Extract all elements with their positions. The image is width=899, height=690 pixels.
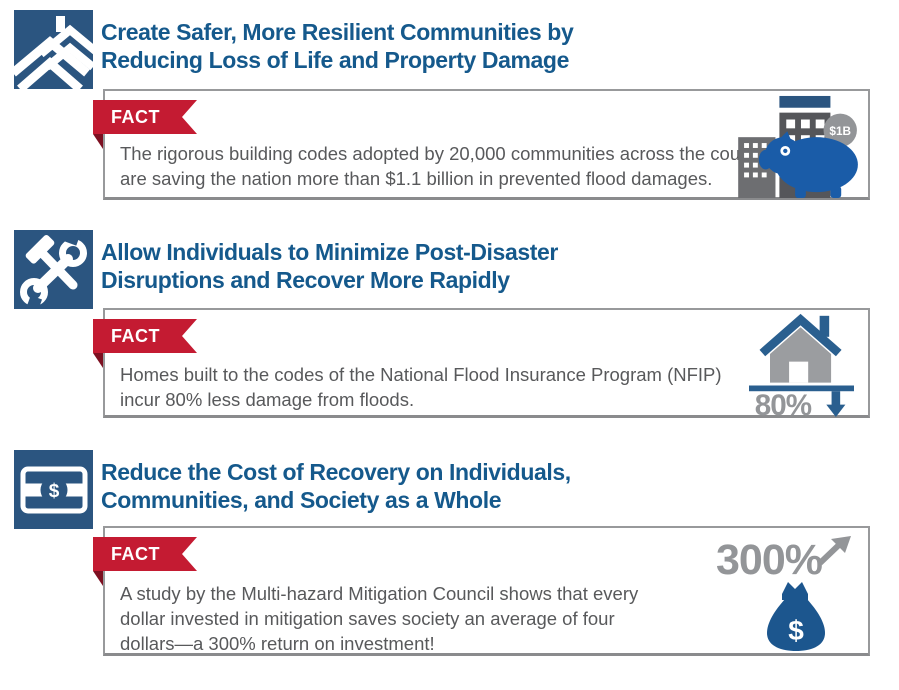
fact-text: The rigorous building codes adopted by 2… [120, 141, 771, 191]
fact-ribbon: FACT [93, 100, 197, 149]
title-line: Reduce the Cost of Recovery on Individua… [101, 459, 571, 485]
fact-ribbon: FACT [93, 319, 197, 368]
bag-dollar-symbol: $ [788, 615, 804, 646]
stat-value: 300% [716, 536, 823, 584]
fact-line: A study by the Multi-hazard Mitigation C… [120, 583, 639, 604]
title-line: Create Safer, More Resilient Communities… [101, 19, 574, 45]
fact-line: incur 80% less damage from floods. [120, 389, 415, 410]
stat-illustration: $1B [736, 94, 864, 198]
coin-label: $1B [829, 125, 851, 138]
icon-tile: $ [14, 450, 93, 529]
fact-line: are saving the nation more than $1.1 bil… [120, 168, 713, 189]
money-bag-roi-icon: 300% $ [716, 536, 851, 651]
icon-tile [14, 10, 93, 89]
section-title: Create Safer, More Resilient Communities… [101, 18, 574, 74]
money-bag-icon: $ [767, 582, 825, 651]
fact-line: Homes built to the codes of the National… [120, 364, 722, 385]
fact-label: FACT [93, 537, 197, 571]
dollar-bill-icon: $ [14, 450, 93, 529]
ribbon-fold [93, 571, 103, 586]
fact-box: FACT The rigorous building codes adopted… [93, 89, 870, 200]
growth-arrow-icon [817, 536, 851, 566]
stat-value: 80% [755, 389, 812, 417]
fact-line: dollars—a 300% return on investment! [120, 633, 435, 654]
dollar-symbol: $ [49, 481, 60, 502]
house-flood-reduction-icon: 80% [749, 313, 854, 417]
fact-ribbon: FACT [93, 537, 197, 586]
fact-line: dollar invested in mitigation saves soci… [120, 608, 615, 629]
title-line: Allow Individuals to Minimize Post-Disas… [101, 239, 558, 265]
ribbon-fold [93, 134, 103, 149]
ribbon-fold [93, 353, 103, 368]
fact-line: The rigorous building codes adopted by 2… [120, 143, 771, 164]
hammer-wrench-icon [14, 230, 93, 309]
fact-box: FACT A study by the Multi-hazard Mitigat… [93, 526, 870, 656]
stat-illustration: 80% [743, 312, 860, 417]
icon-tile [14, 230, 93, 309]
section-title: Allow Individuals to Minimize Post-Disas… [101, 238, 558, 294]
piggy-bank-icon [758, 131, 858, 198]
fact-label: FACT [93, 100, 197, 134]
section-title: Reduce the Cost of Recovery on Individua… [101, 458, 571, 514]
stat-illustration: 300% $ [716, 536, 856, 652]
coin-icon [823, 113, 857, 147]
fact-label: FACT [93, 319, 197, 353]
title-line: Reducing Loss of Life and Property Damag… [101, 47, 569, 73]
fact-text: A study by the Multi-hazard Mitigation C… [120, 581, 638, 656]
fact-box: FACT Homes built to the codes of the Nat… [93, 308, 870, 418]
title-line: Disruptions and Recover More Rapidly [101, 267, 510, 293]
fact-text: Homes built to the codes of the National… [120, 362, 722, 412]
piggy-bank-coin-icon: $1B [738, 95, 858, 198]
title-line: Communities, and Society as a Whole [101, 487, 502, 513]
roof-icon [14, 10, 93, 89]
